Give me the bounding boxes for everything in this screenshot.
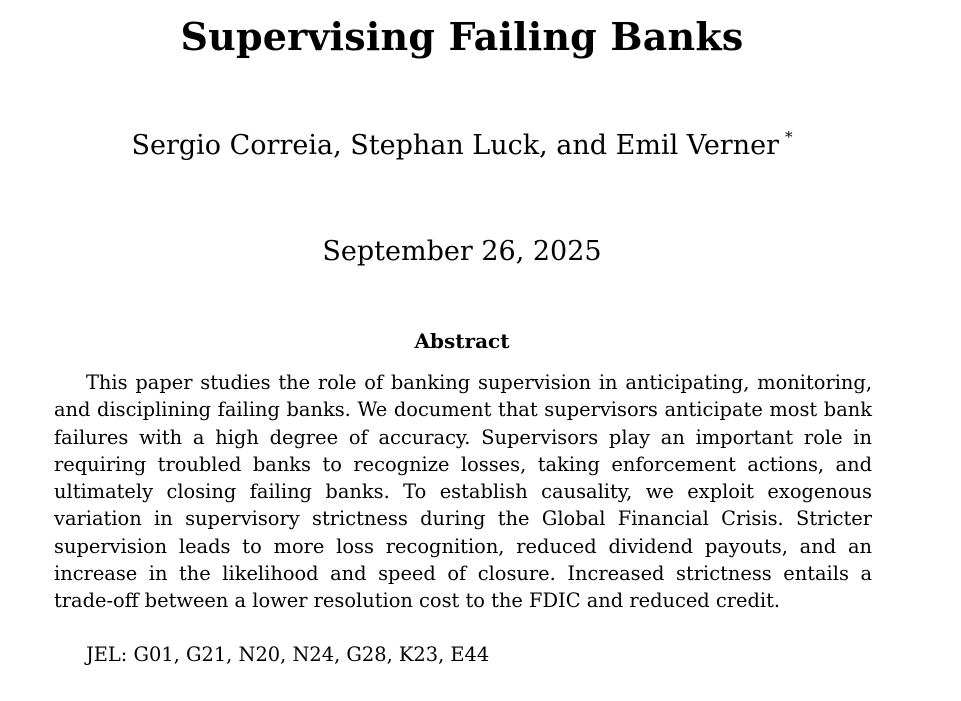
- author-footnote-mark[interactable]: *: [784, 128, 793, 146]
- publication-date: September 26, 2025: [322, 236, 602, 267]
- jel-codes: JEL: G01, G21, N20, N24, G28, K23, E44: [86, 643, 490, 666]
- abstract-heading: Abstract: [414, 329, 510, 353]
- author-names: Sergio Correia, Stephan Luck, and Emil V…: [131, 130, 779, 161]
- author-list: Sergio Correia, Stephan Luck, and Emil V…: [0, 128, 924, 161]
- abstract-text: This paper studies the role of banking s…: [54, 371, 872, 613]
- paper-title: Supervising Failing Banks: [180, 14, 744, 59]
